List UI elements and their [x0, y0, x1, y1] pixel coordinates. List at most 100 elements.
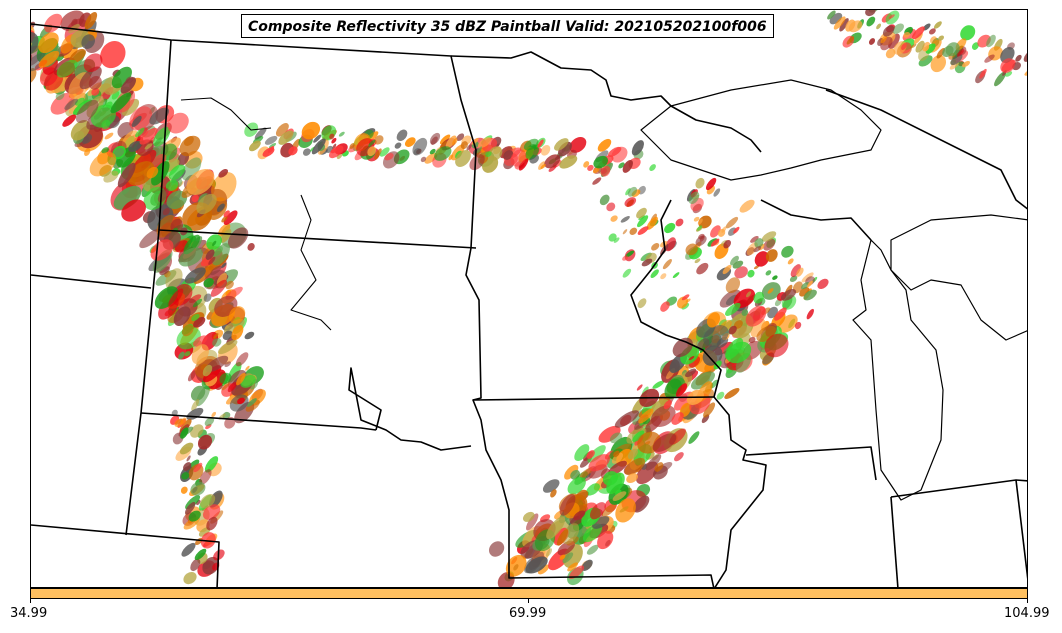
paintball-blob — [833, 16, 846, 30]
paintball-blob — [660, 273, 667, 280]
paintball-blob — [915, 40, 925, 53]
paintball-blob — [56, 59, 78, 78]
paintball-blob — [268, 143, 277, 149]
paintball-blob — [338, 131, 345, 137]
paintball-blob — [922, 23, 931, 31]
paintball-blob — [278, 130, 294, 145]
paintball-blob — [910, 43, 917, 49]
paintball-blob — [165, 179, 179, 192]
paintball-blob — [188, 510, 201, 522]
reflectivity-paint-layer — [31, 10, 1027, 587]
paintball-blob — [1005, 71, 1013, 77]
paintball-blob — [84, 11, 98, 30]
paintball-blob — [901, 43, 907, 50]
paintball-blob — [302, 148, 311, 156]
colorbar-tick — [528, 599, 529, 603]
paintball-blob — [568, 565, 585, 580]
paintball-blob — [168, 288, 184, 307]
paintball-blob — [537, 139, 544, 148]
paintball-blob — [885, 48, 896, 59]
paintball-blob — [789, 275, 798, 283]
lake-michigan — [852, 239, 944, 501]
paintball-blob — [559, 155, 578, 169]
paintball-blob — [722, 264, 732, 275]
paintball-blob — [950, 53, 963, 66]
paintball-blob — [781, 245, 794, 258]
paintball-blob — [590, 502, 606, 520]
paintball-blob — [404, 137, 416, 147]
paintball-blob — [925, 43, 936, 54]
paintball-blob — [91, 88, 100, 96]
paintball-blob — [882, 25, 895, 37]
paintball-blob — [227, 382, 237, 393]
paintball-blob — [121, 98, 140, 116]
paintball-blob — [264, 135, 278, 145]
paintball-blob — [424, 152, 438, 164]
paintball-blob — [697, 225, 702, 231]
paintball-blob — [794, 321, 802, 330]
map-panel[interactable] — [30, 9, 1028, 588]
paintball-blob — [83, 53, 103, 73]
paintball-blob — [624, 197, 637, 207]
paintball-blob — [622, 159, 633, 173]
paintball-blob — [247, 243, 255, 251]
boundary-line — [745, 446, 877, 481]
paintball-blob — [688, 356, 695, 361]
paintball-blob — [288, 146, 298, 156]
paintball-blob — [721, 226, 727, 233]
paintball-blob — [101, 119, 111, 130]
paintball-blob — [746, 291, 752, 298]
paintball-blob — [723, 239, 732, 249]
paintball-blob — [609, 432, 623, 444]
paintball-blob — [705, 177, 717, 191]
paintball-blob — [622, 229, 628, 235]
paintball-blob — [780, 288, 797, 301]
paintball-blob — [180, 486, 188, 494]
paintball-blob — [88, 75, 102, 90]
paintball-blob — [567, 562, 578, 572]
paintball-blob — [101, 147, 109, 154]
paintball-blob — [636, 207, 647, 219]
paintball-blob — [949, 62, 959, 70]
paintball-blob — [191, 313, 200, 322]
paintball-blob — [671, 412, 684, 425]
paintball-blob — [561, 523, 580, 545]
paintball-blob — [186, 169, 215, 195]
paintball-blob — [806, 308, 814, 320]
paintball-blob — [730, 255, 739, 266]
paintball-blob — [187, 370, 197, 382]
paintball-blob — [184, 351, 191, 357]
paintball-blob — [74, 97, 85, 106]
paintball-blob — [159, 266, 170, 276]
paintball-blob — [374, 148, 382, 160]
paintball-blob — [199, 469, 212, 485]
paintball-blob — [846, 36, 855, 45]
paintball-blob — [190, 558, 201, 572]
paintball-blob — [685, 243, 698, 256]
paintball-blob — [581, 559, 593, 571]
paintball-blob — [593, 155, 608, 169]
paintball-blob — [223, 210, 238, 225]
paintball-blob — [626, 473, 638, 483]
paintball-blob — [748, 336, 756, 344]
paintball-blob — [235, 352, 249, 367]
paintball-blob — [429, 148, 436, 155]
paintball-blob — [212, 240, 217, 247]
paintball-blob — [540, 145, 551, 156]
paintball-blob — [146, 166, 159, 179]
paintball-blob — [971, 42, 979, 50]
boundary-line — [670, 105, 762, 153]
paintball-blob — [627, 448, 638, 460]
paintball-blob — [725, 277, 741, 294]
paintball-blob — [488, 541, 505, 557]
paintball-blob — [245, 365, 250, 371]
paintball-blob — [198, 527, 211, 537]
paintball-blob — [636, 384, 643, 391]
paintball-blob — [81, 34, 95, 49]
paintball-blob — [601, 503, 617, 517]
paintball-blob — [724, 388, 740, 399]
paintball-blob — [629, 227, 638, 235]
paintball-blob — [606, 202, 616, 212]
paintball-blob — [503, 150, 514, 160]
